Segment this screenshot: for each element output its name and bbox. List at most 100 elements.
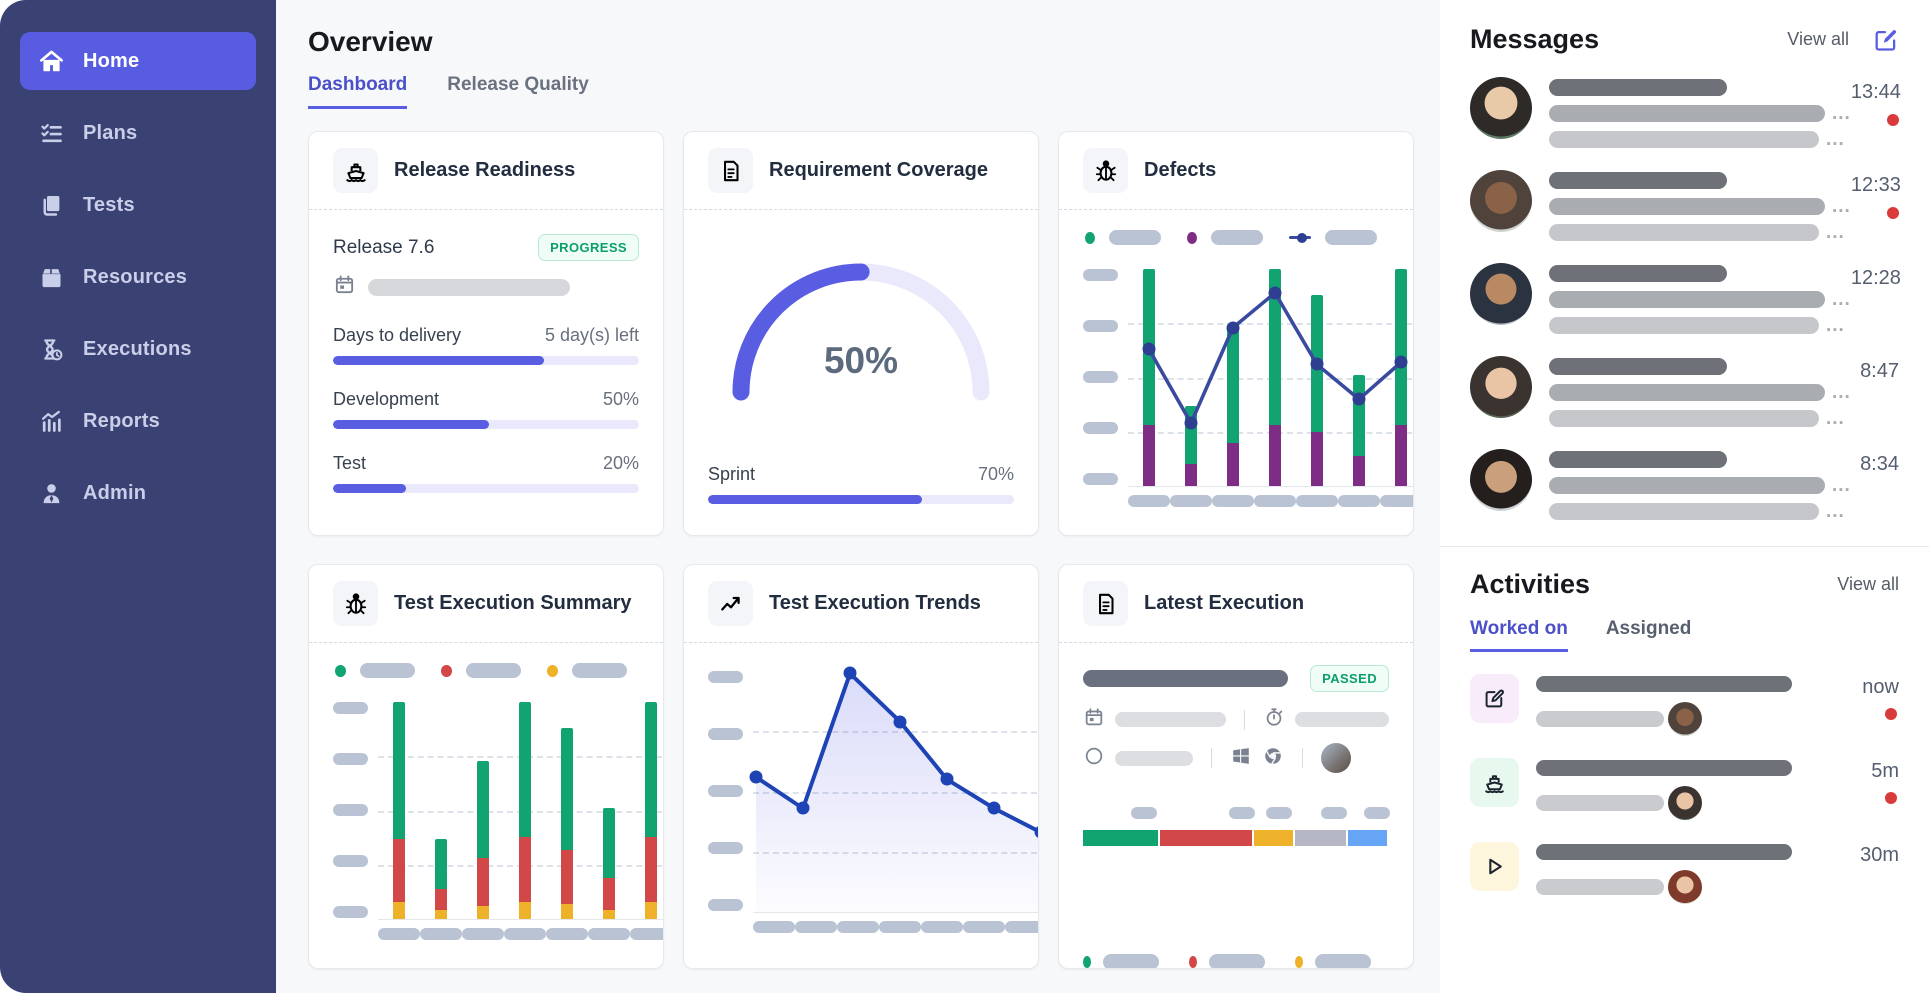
tab-worked-on[interactable]: Worked on <box>1470 618 1568 652</box>
ellipsis: ... <box>1826 221 1845 243</box>
sidebar-item-plans[interactable]: Plans <box>20 104 256 162</box>
activity-item[interactable]: 5m <box>1470 758 1899 820</box>
card-release-readiness: Release Readiness Release 7.6 PROGRESS D… <box>308 131 664 536</box>
x-axis-placeholder <box>420 928 462 940</box>
passed-green-segment <box>393 702 405 839</box>
card-title: Requirement Coverage <box>769 159 988 181</box>
legend-label-placeholder <box>1102 954 1159 968</box>
x-axis-placeholder <box>1296 495 1338 507</box>
stacked-bar <box>645 702 657 919</box>
blocked-amber-segment <box>435 910 447 919</box>
x-axis-placeholder <box>1380 495 1413 507</box>
metric-value: 20% <box>602 453 639 473</box>
message-item[interactable]: ...... 8:34 <box>1470 449 1899 521</box>
text-line-placeholder <box>1549 384 1825 401</box>
sidebar-item-label: Tests <box>83 193 135 216</box>
trend-icon <box>708 581 753 626</box>
date-placeholder <box>368 278 570 296</box>
sidebar-item-label: Home <box>83 49 140 72</box>
activities-view-all-link[interactable]: View all <box>1837 574 1899 594</box>
compose-icon[interactable] <box>1873 27 1899 53</box>
passed-green-segment <box>561 728 573 850</box>
x-axis-placeholder <box>1170 495 1212 507</box>
sidebar-item-label: Plans <box>83 121 138 144</box>
y-axis-placeholder <box>333 753 368 765</box>
x-axis-placeholder <box>1338 495 1380 507</box>
metric-value: 5 day(s) left <box>544 325 639 345</box>
status-circle-icon <box>1083 745 1105 772</box>
y-axis-placeholder <box>333 855 368 867</box>
messages-list: ...... 13:44 ...... 12:33 ...... 12:28 ...... 8… <box>1470 77 1901 521</box>
card-test-execution-trends: Test Execution Trends <box>683 564 1039 969</box>
legend-row <box>1083 954 1389 968</box>
sidebar-item-executions[interactable]: Executions <box>20 320 256 378</box>
avatar <box>1668 786 1702 820</box>
message-item[interactable]: ...... 12:33 <box>1470 170 1901 243</box>
text-line-placeholder <box>1549 224 1819 241</box>
x-axis-placeholder <box>588 928 630 940</box>
failed-red-segment <box>393 838 405 902</box>
defects-legend <box>1085 230 1389 245</box>
edit-icon <box>1470 674 1519 723</box>
text-line-placeholder <box>1549 451 1727 468</box>
tab-dashboard[interactable]: Dashboard <box>308 74 408 109</box>
critical-purple-segment <box>1311 431 1323 486</box>
document-icon <box>1083 581 1128 626</box>
x-axis-placeholder <box>879 921 921 933</box>
activity-item[interactable]: now <box>1470 674 1899 736</box>
avatar <box>1470 170 1532 232</box>
card-title: Defects <box>1144 159 1217 181</box>
line-point <box>843 666 857 680</box>
ellipsis: ... <box>1832 102 1851 124</box>
card-test-execution-summary: Test Execution Summary <box>308 564 664 969</box>
release-metric: Days to delivery 5 day(s) left <box>333 325 639 365</box>
x-axis-placeholder <box>378 928 420 940</box>
amber-dot <box>1295 956 1303 968</box>
failed-red-segment <box>561 849 573 904</box>
line-point <box>1034 825 1038 839</box>
sidebar-item-tests[interactable]: Tests <box>20 176 256 234</box>
ellipsis: ... <box>1832 195 1851 217</box>
passed-green-segment <box>603 808 615 878</box>
unread-indicator <box>1886 114 1899 126</box>
release-metric: Test 20% <box>333 453 639 493</box>
segment-labels <box>1083 807 1390 822</box>
y-axis-placeholder <box>333 804 368 816</box>
activity-item[interactable]: 30m <box>1470 842 1899 904</box>
sidebar-item-resources[interactable]: Resources <box>20 248 256 306</box>
sidebar-item-reports[interactable]: Reports <box>20 392 256 450</box>
metric-label: Development <box>333 389 440 409</box>
legend-label-placeholder <box>1109 230 1162 245</box>
tab-release-quality[interactable]: Release Quality <box>447 74 589 95</box>
sprint-progress-bar <box>708 495 923 504</box>
message-item[interactable]: ...... 12:28 <box>1470 263 1901 335</box>
critical-purple-segment <box>1395 425 1407 486</box>
tab-assigned[interactable]: Assigned <box>1605 618 1692 639</box>
sidebar-item-home[interactable]: Home <box>20 32 256 90</box>
home-icon <box>38 48 65 75</box>
message-item[interactable]: ...... 13:44 <box>1470 77 1901 149</box>
activity-text-placeholder <box>1536 758 1835 820</box>
message-item[interactable]: ...... 8:47 <box>1470 356 1899 428</box>
avatar <box>1321 743 1351 773</box>
line-legend-marker <box>1289 232 1311 244</box>
messages-title: Messages <box>1470 24 1600 54</box>
activity-text-placeholder <box>1536 674 1835 736</box>
text-line-placeholder <box>1536 795 1664 811</box>
activity-text-placeholder <box>1536 842 1835 904</box>
legend-label-placeholder <box>1324 230 1377 245</box>
legend-label-placeholder <box>1211 230 1264 245</box>
latest-execution-legend <box>1083 954 1389 968</box>
text-line-placeholder <box>1549 198 1825 215</box>
avatar <box>1668 702 1702 736</box>
metric-label: Days to delivery <box>333 325 462 345</box>
calendar-icon <box>333 273 356 301</box>
text-line-placeholder <box>1549 291 1825 308</box>
line-point <box>1310 357 1324 371</box>
stacked-bar <box>519 702 531 919</box>
messages-view-all-link[interactable]: View all <box>1787 29 1849 49</box>
sidebar-item-admin[interactable]: Admin <box>20 464 256 522</box>
chrome-icon <box>1262 745 1284 772</box>
stacked-bar <box>1269 269 1281 486</box>
y-axis-placeholder <box>1083 371 1118 383</box>
